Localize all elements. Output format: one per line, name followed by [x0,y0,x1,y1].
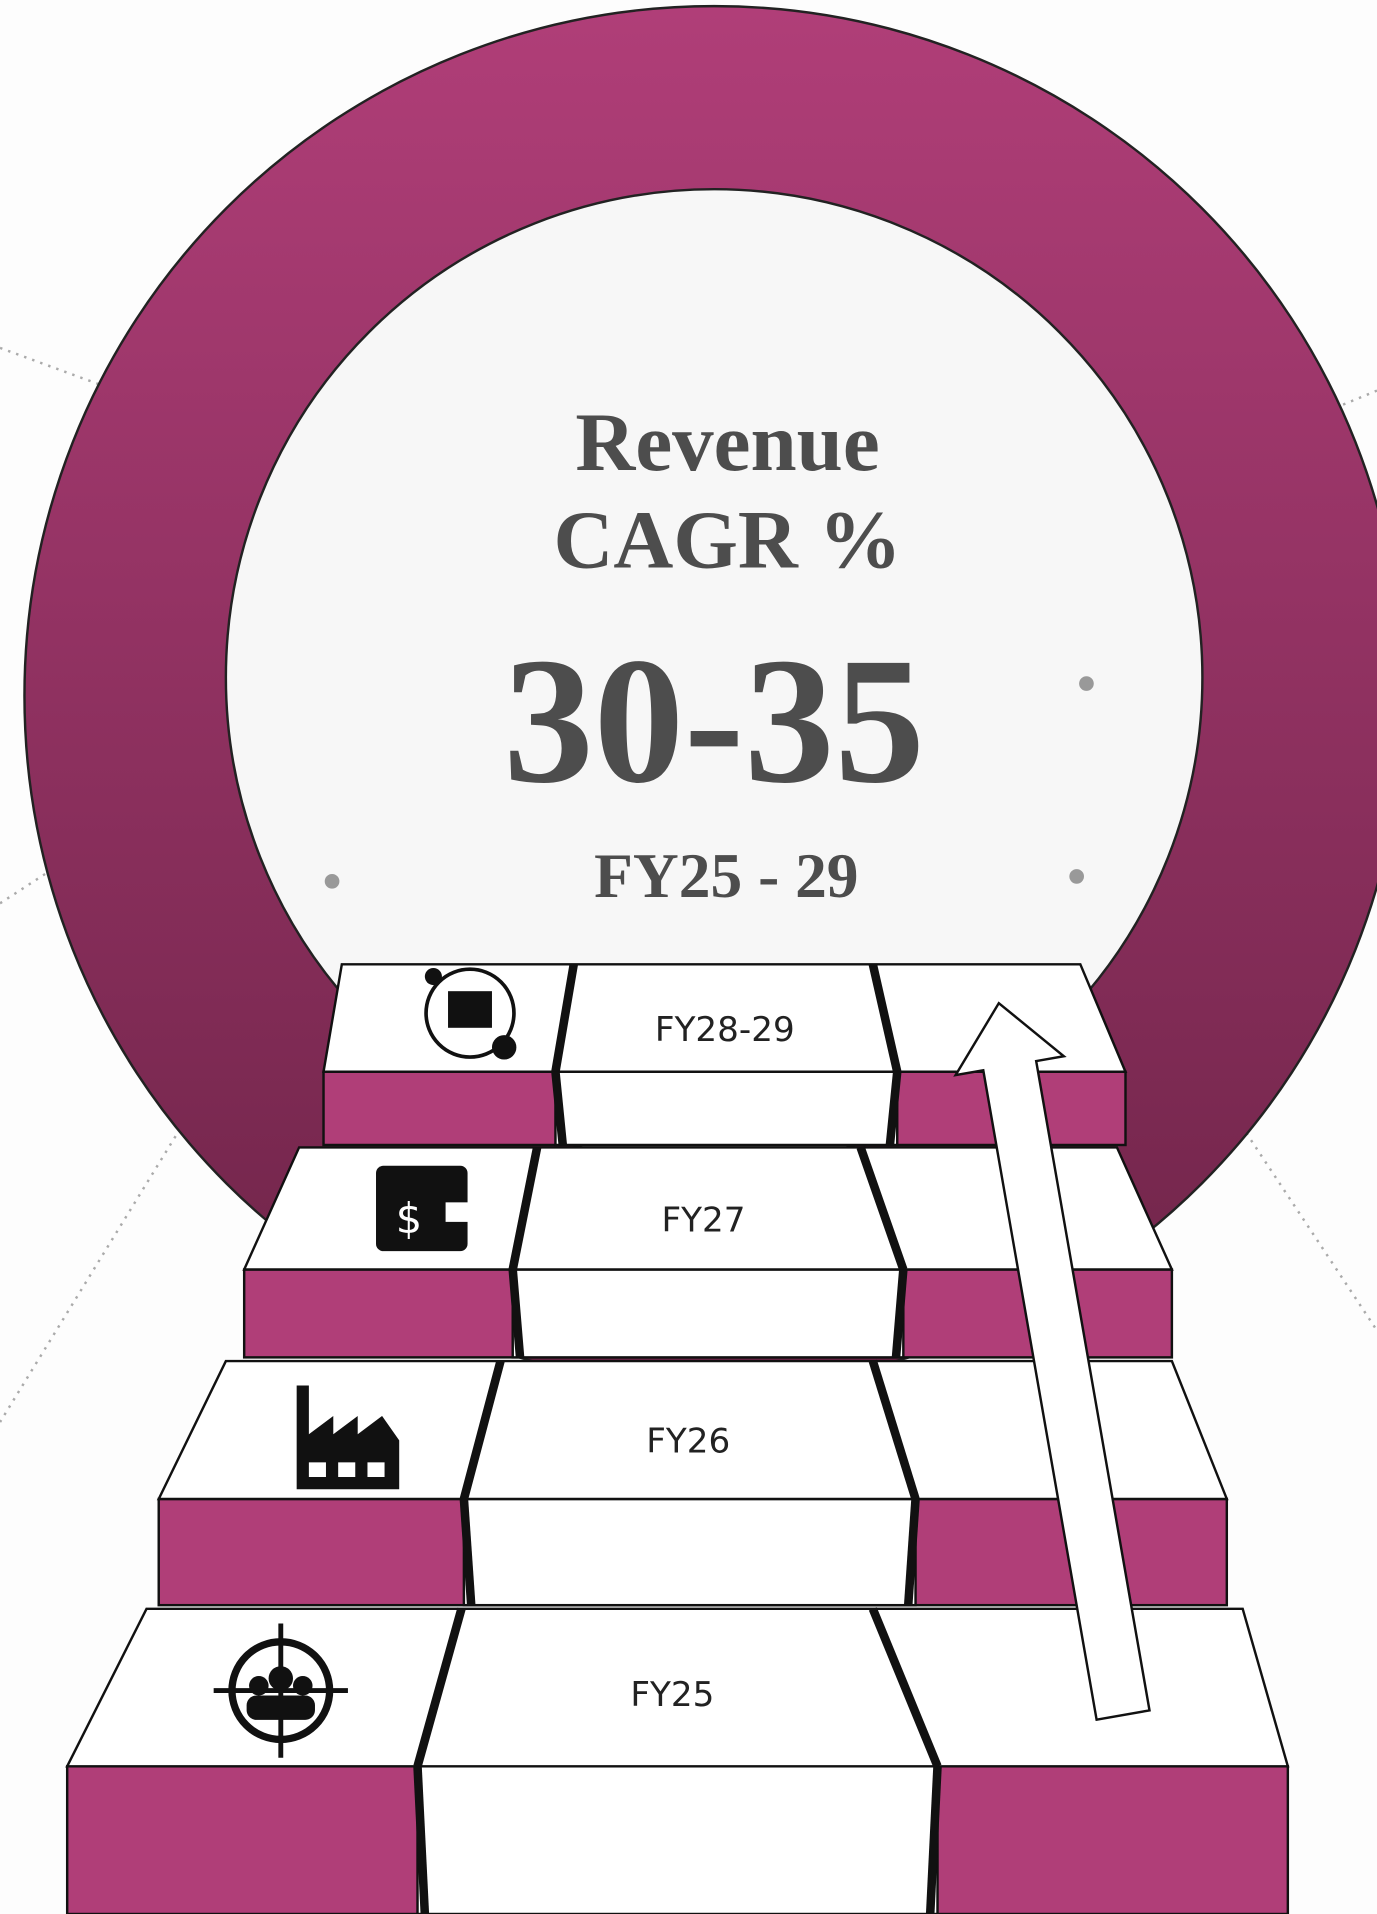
step-divider [868,1359,920,1501]
step-front-middle [511,1268,905,1359]
step: FY28-29 [322,963,1128,1147]
step-top [156,1359,1229,1501]
title: Revenue [575,396,879,488]
step-divider [885,1071,902,1146]
step-divider [903,1498,920,1606]
subtitle: CAGR % [553,494,901,586]
step: FY26 [156,1359,1229,1607]
step-front-middle [554,1070,899,1147]
step-divider [508,1269,525,1358]
step-front-middle [462,1497,917,1607]
period: FY25 - 29 [594,840,858,911]
step: FY25 [65,1607,1290,1914]
step-divider [868,963,902,1073]
step-divider [459,1359,505,1501]
step-divider [413,1766,430,1914]
step-divider [891,1269,908,1358]
step-top [242,1146,1174,1271]
step-front-middle [416,1765,939,1914]
step-divider [551,963,578,1073]
step-divider [868,1607,942,1768]
step-divider [413,1607,466,1768]
step-divider [551,1071,568,1146]
stairs: FY28-29 FY27 FY26 FY25 [65,963,1290,1914]
step-divider [459,1498,476,1606]
step-top [322,963,1128,1073]
icons: $ [213,967,517,1758]
dots [324,676,1094,889]
step-label: FY27 [661,1200,745,1240]
step-divider [925,1766,942,1914]
arrow [953,1001,1151,1722]
step-label: FY28-29 [655,1010,795,1050]
step: FY27 [242,1146,1174,1359]
step-divider [508,1146,542,1271]
step-label: FY25 [630,1675,714,1715]
value: 30-35 [503,621,924,821]
step-divider [856,1146,908,1271]
step-label: FY26 [646,1421,730,1461]
svg-text:$: $ [396,1194,422,1243]
